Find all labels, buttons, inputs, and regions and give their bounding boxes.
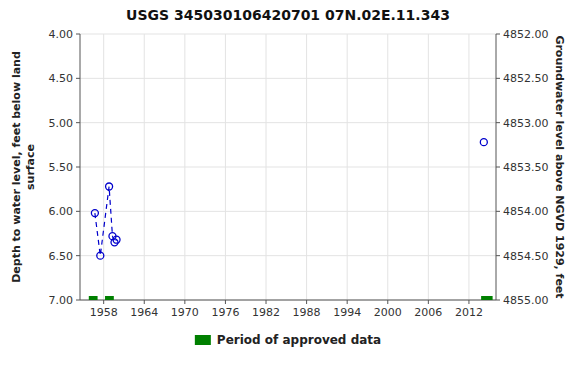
- legend-label: Period of approved data: [217, 333, 381, 347]
- y2-tick-label: 4853.00: [503, 117, 549, 130]
- x-tick: [266, 300, 267, 304]
- x-tick: [347, 300, 348, 304]
- y-tick: [76, 300, 80, 301]
- x-tick: [144, 300, 145, 304]
- x-tick: [428, 300, 429, 304]
- y2-tick: [496, 211, 500, 212]
- y2-tick: [496, 300, 500, 301]
- data-point: [97, 252, 104, 259]
- y-tick: [76, 167, 80, 168]
- y-tick: [76, 255, 80, 256]
- series: [91, 183, 120, 259]
- approved-segment: [89, 296, 98, 300]
- y2-tick-label: 4854.00: [503, 205, 549, 218]
- approved-segment: [481, 296, 492, 300]
- y-tick-label: 5.50: [49, 161, 74, 174]
- y-tick-label: 6.00: [49, 205, 74, 218]
- grid-line-y: [80, 78, 496, 79]
- series: [89, 296, 493, 300]
- axes: 1958 1964 1970 1976 1982 1988 1994 2000 2006 2012…: [49, 28, 549, 319]
- x-tick-label: 2006: [414, 306, 442, 319]
- y-tick-label: 4.50: [49, 72, 74, 85]
- x-tick-label: 1988: [293, 306, 321, 319]
- y-tick: [76, 34, 80, 35]
- y-tick: [76, 122, 80, 123]
- x-tick-label: 1976: [211, 306, 239, 319]
- legend: Period of approved data: [195, 333, 381, 347]
- grid-line-y: [80, 211, 496, 212]
- x-tick-label: 2012: [455, 306, 483, 319]
- background: [0, 0, 576, 384]
- y2-tick-label: 4854.50: [503, 250, 549, 263]
- y2-tick: [496, 255, 500, 256]
- data-point: [91, 210, 98, 217]
- y2-tick: [496, 167, 500, 168]
- grid-line-y: [80, 122, 496, 123]
- x-tick: [184, 300, 185, 304]
- y-tick-label: 5.00: [49, 117, 74, 130]
- grid-line-y: [80, 167, 496, 168]
- data-point: [113, 236, 120, 243]
- x-tick-label: 1970: [171, 306, 199, 319]
- y-axis-label-line: surface: [24, 144, 37, 190]
- y2-tick: [496, 78, 500, 79]
- y2-tick-label: 4855.00: [503, 294, 549, 307]
- y-tick: [76, 211, 80, 212]
- chart: 1958 1964 1970 1976 1982 1988 1994 2000 2006 2012…: [0, 0, 576, 384]
- x-tick: [387, 300, 388, 304]
- data-point: [106, 183, 113, 190]
- data-point: [480, 139, 487, 146]
- legend-swatch: [195, 335, 211, 345]
- title: USGS 345030106420701 07N.02E.11.343: [126, 7, 450, 23]
- grid-line-y: [80, 255, 496, 256]
- x-tick: [225, 300, 226, 304]
- y-tick: [76, 78, 80, 79]
- grid-line-y: [80, 300, 496, 301]
- x-tick: [306, 300, 307, 304]
- y2-tick-label: 4852.50: [503, 72, 549, 85]
- y2-axis-label: Groundwater level above NGVD 1929, feet: [553, 35, 566, 298]
- grid: [80, 34, 496, 300]
- x-tick-label: 1964: [130, 306, 158, 319]
- plot-area: [89, 139, 493, 300]
- y-tick-label: 4.00: [49, 28, 74, 41]
- x-tick-label: 1982: [252, 306, 280, 319]
- approved-segment: [105, 296, 114, 300]
- x-tick-label: 2000: [374, 306, 402, 319]
- y2-tick: [496, 122, 500, 123]
- y-tick-label: 6.50: [49, 250, 74, 263]
- x-tick: [468, 300, 469, 304]
- series: [480, 139, 487, 146]
- y-axis-label-line: Depth to water level, feet below land: [10, 51, 23, 283]
- y2-tick-label: 4853.50: [503, 161, 549, 174]
- y2-tick-label: 4852.00: [503, 28, 549, 41]
- x-tick-label: 1958: [90, 306, 118, 319]
- x-axis-line: [80, 300, 496, 301]
- y-tick-label: 7.00: [49, 294, 74, 307]
- x-tick-label: 1994: [333, 306, 361, 319]
- x-tick: [103, 300, 104, 304]
- y-axis-label: Depth to water level, feet below landsur…: [10, 51, 37, 283]
- y2-tick: [496, 34, 500, 35]
- grid-line-y: [80, 34, 496, 35]
